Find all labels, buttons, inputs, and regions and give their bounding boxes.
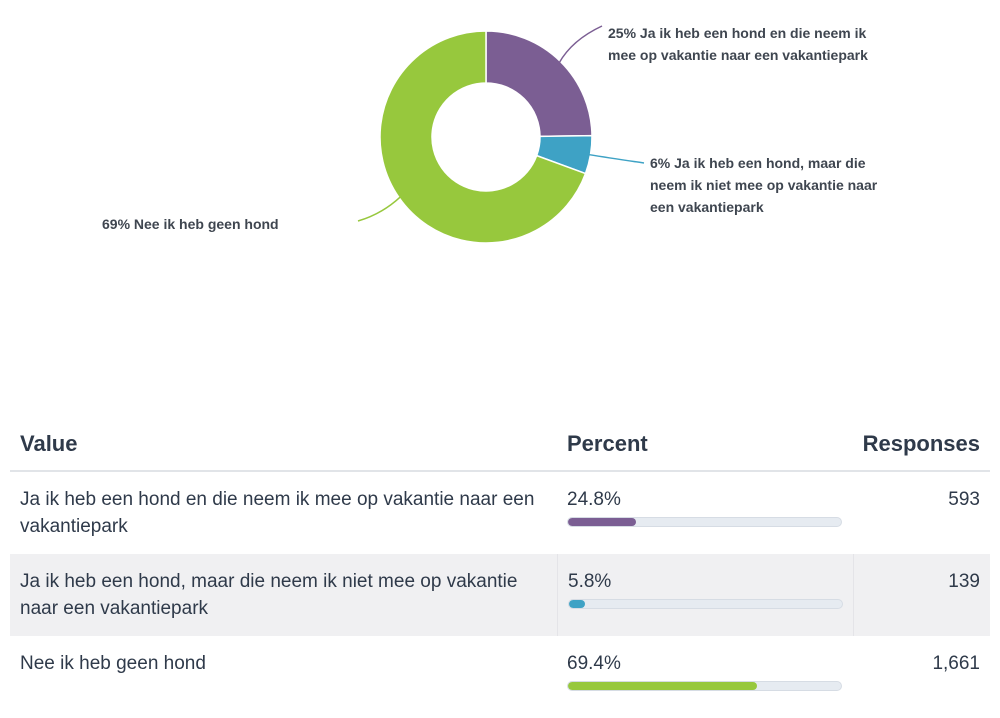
table-row: Ja ik heb een hond, maar die neem ik nie… — [10, 554, 990, 636]
percent-text: 5.8% — [568, 571, 612, 592]
percent-bar-fill — [569, 600, 585, 608]
row-percent: 69.4% — [557, 636, 853, 718]
percent-bar-track — [567, 517, 842, 527]
row-value: Ja ik heb een hond en die neem ik mee op… — [20, 489, 535, 537]
donut-slice-1[interactable] — [485, 30, 593, 138]
row-value: Ja ik heb een hond, maar die neem ik nie… — [20, 571, 518, 619]
percent-text: 24.8% — [567, 489, 621, 510]
header-value[interactable]: Value — [20, 431, 78, 456]
donut-slice-3[interactable] — [379, 30, 587, 244]
header-responses[interactable]: Responses — [862, 431, 980, 456]
percent-text: 69.4% — [567, 653, 621, 674]
donut-chart: 25% Ja ik heb een hond en die neem ik me… — [0, 0, 1000, 330]
slice-label-1: 25% Ja ik heb een hond en die neem ik me… — [608, 25, 868, 63]
donut-svg — [357, 25, 645, 244]
row-value: Nee ik heb geen hond — [20, 653, 206, 674]
percent-bar-fill — [568, 682, 758, 690]
results-table: Value Percent Responses Ja ik heb een ho… — [10, 418, 990, 718]
leader-line-1 — [558, 25, 603, 64]
header-percent[interactable]: Percent — [567, 431, 648, 456]
percent-bar-track — [568, 599, 843, 609]
table-row: Nee ik heb geen hond 69.4% 1,661 — [10, 636, 990, 718]
percent-bar-fill — [568, 518, 636, 526]
table-header: Value Percent Responses — [10, 418, 990, 472]
leader-line-3 — [357, 195, 402, 222]
slice-label-2: 6% Ja ik heb een hond, maar die neem ik … — [650, 155, 878, 215]
table-row: Ja ik heb een hond en die neem ik mee op… — [10, 472, 990, 554]
row-responses: 139 — [853, 554, 990, 636]
slice-label-3: 69% Nee ik heb geen hond — [102, 216, 279, 232]
row-responses: 593 — [948, 489, 980, 510]
row-responses: 1,661 — [932, 653, 980, 674]
row-percent: 5.8% — [557, 554, 853, 636]
percent-bar-track — [567, 681, 842, 691]
row-percent: 24.8% — [557, 472, 853, 554]
leader-line-2 — [588, 153, 645, 164]
